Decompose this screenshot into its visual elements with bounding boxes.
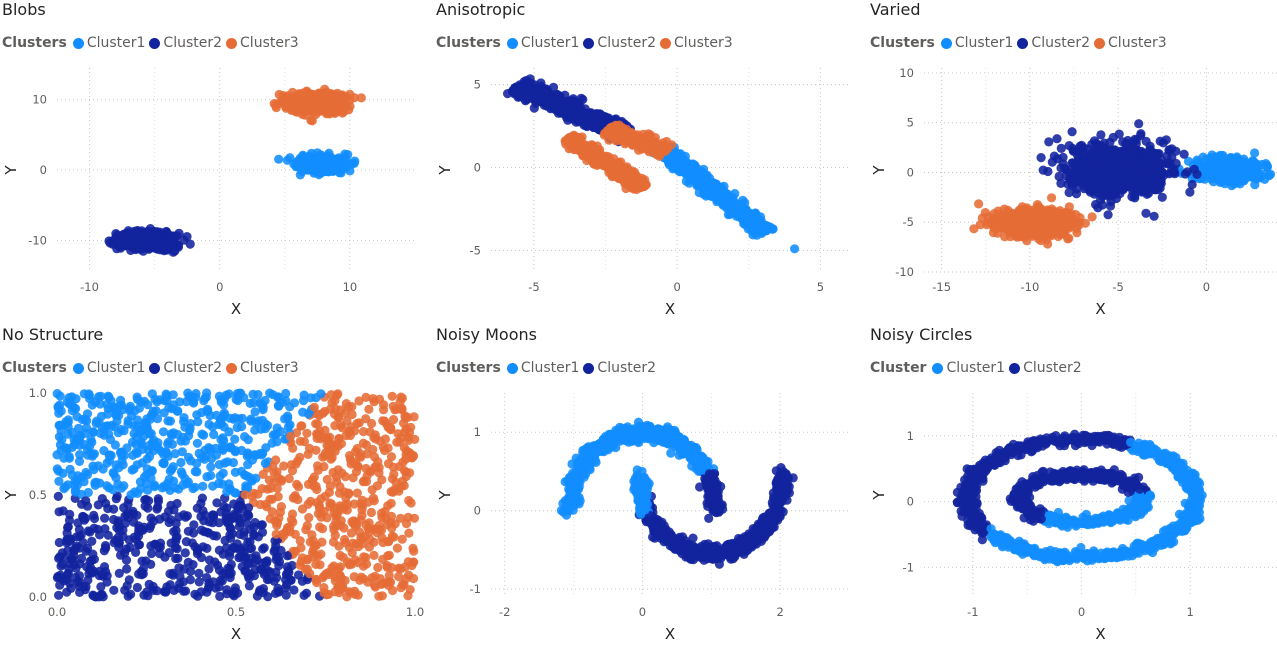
point-cluster1[interactable] (790, 244, 799, 253)
point-cluster3[interactable] (634, 183, 643, 192)
point-cluster2[interactable] (133, 234, 142, 243)
point-cluster1[interactable] (712, 186, 721, 195)
x-tick-label: -5 (528, 280, 539, 294)
point-cluster3[interactable] (615, 169, 624, 178)
point-cluster2[interactable] (563, 100, 572, 109)
y-tick-label: 5 (474, 78, 481, 92)
point-cluster3[interactable] (323, 98, 332, 107)
chart-panel-anisotropic: Anisotropic Clusters Cluster1 Cluster2 C… (434, 0, 859, 322)
point-cluster2[interactable] (116, 244, 125, 253)
plot-area[interactable]: -5 0 5 -5 0 5 X Y (434, 0, 859, 322)
data-points (104, 85, 366, 257)
chart-panel-blobs: Blobs Clusters Cluster1 Cluster2 Cluster… (0, 0, 425, 322)
point-cluster2[interactable] (549, 96, 558, 105)
point-cluster2[interactable] (186, 240, 195, 249)
point-cluster3[interactable] (645, 140, 654, 149)
point-cluster2[interactable] (520, 83, 529, 92)
point-cluster1[interactable] (732, 203, 741, 212)
point-cluster3[interactable] (283, 98, 292, 107)
point-cluster2[interactable] (541, 89, 550, 98)
x-tick-label: -15 (932, 280, 951, 294)
point-cluster1[interactable] (690, 161, 699, 170)
y-tick-label: -5 (903, 215, 914, 229)
y-axis-title: Y (436, 165, 454, 176)
y-tick-label: 5 (907, 116, 914, 130)
point-cluster1[interactable] (748, 225, 757, 234)
x-tick-label: -10 (80, 280, 99, 294)
point-cluster1[interactable] (696, 171, 705, 180)
y-tick-label: 0 (474, 161, 481, 175)
point-cluster1[interactable] (1250, 148, 1259, 157)
point-cluster2[interactable] (163, 243, 172, 252)
point-cluster2[interactable] (595, 116, 604, 125)
point-cluster1[interactable] (738, 196, 747, 205)
x-tick-label: -10 (1021, 280, 1040, 294)
x-tick-label: 5 (817, 280, 824, 294)
point-cluster1[interactable] (752, 212, 761, 221)
point-cluster1[interactable] (1245, 166, 1254, 175)
point-cluster3[interactable] (616, 130, 625, 139)
data-points (503, 74, 799, 253)
point-cluster3[interactable] (607, 165, 616, 174)
point-cluster2[interactable] (144, 236, 153, 245)
point-cluster3[interactable] (594, 157, 603, 166)
point-cluster1[interactable] (330, 165, 339, 174)
point-cluster2[interactable] (1057, 144, 1066, 153)
point-cluster1[interactable] (763, 224, 772, 233)
y-tick-label: -10 (895, 265, 914, 279)
x-tick-label: 0 (216, 280, 223, 294)
point-cluster1[interactable] (274, 155, 283, 164)
y-tick-label: -5 (470, 243, 481, 257)
point-cluster2[interactable] (510, 89, 519, 98)
y-axis-title: Y (870, 165, 888, 176)
y-tick-label: 0 (40, 163, 47, 177)
point-cluster1[interactable] (1226, 163, 1235, 172)
point-cluster3[interactable] (580, 149, 589, 158)
chart-panel-varied: Varied Clusters Cluster1 Cluster2 Cluste… (868, 0, 1277, 322)
point-cluster2[interactable] (169, 235, 178, 244)
point-cluster3[interactable] (334, 106, 343, 115)
x-tick-label: -5 (1112, 280, 1123, 294)
x-tick-label: 0 (1203, 280, 1210, 294)
x-axis-title: X (1095, 300, 1105, 318)
point-cluster3[interactable] (576, 135, 585, 144)
y-tick-label: 0 (907, 165, 914, 179)
point-cluster3[interactable] (633, 141, 642, 150)
point-cluster1[interactable] (291, 159, 300, 168)
plot-area[interactable]: -10 0 10 -10 0 10 X Y (0, 0, 425, 322)
point-cluster3[interactable] (298, 100, 307, 109)
y-tick-label: 10 (32, 93, 47, 107)
point-cluster1[interactable] (1232, 155, 1241, 164)
point-cluster1[interactable] (1207, 161, 1216, 170)
point-cluster3[interactable] (639, 130, 648, 139)
x-tick-label: 10 (343, 280, 358, 294)
y-axis-title: Y (2, 165, 20, 176)
point-cluster3[interactable] (621, 184, 630, 193)
data-points (969, 119, 1275, 249)
point-cluster3[interactable] (310, 99, 319, 108)
point-cluster2[interactable] (155, 237, 164, 246)
x-axis-title: X (231, 300, 241, 318)
point-cluster1[interactable] (1263, 162, 1272, 171)
x-tick-label: 0 (673, 280, 680, 294)
point-cluster1[interactable] (676, 159, 685, 168)
x-axis-title: X (665, 300, 675, 318)
point-cluster1[interactable] (350, 159, 359, 168)
point-cluster3[interactable] (628, 174, 637, 183)
point-cluster2[interactable] (576, 108, 585, 117)
point-cluster1[interactable] (717, 195, 726, 204)
point-cluster1[interactable] (741, 209, 750, 218)
point-cluster3[interactable] (658, 147, 667, 156)
point-cluster2[interactable] (133, 226, 142, 235)
point-cluster1[interactable] (303, 153, 312, 162)
point-cluster3[interactable] (357, 93, 366, 102)
point-cluster3[interactable] (564, 138, 573, 147)
y-tick-label: -10 (28, 233, 47, 247)
point-cluster1[interactable] (1256, 173, 1265, 182)
y-tick-label: 10 (899, 66, 914, 80)
plot-area[interactable]: -15 -10 -5 0 -10 -5 0 5 10 X Y (868, 0, 1277, 322)
